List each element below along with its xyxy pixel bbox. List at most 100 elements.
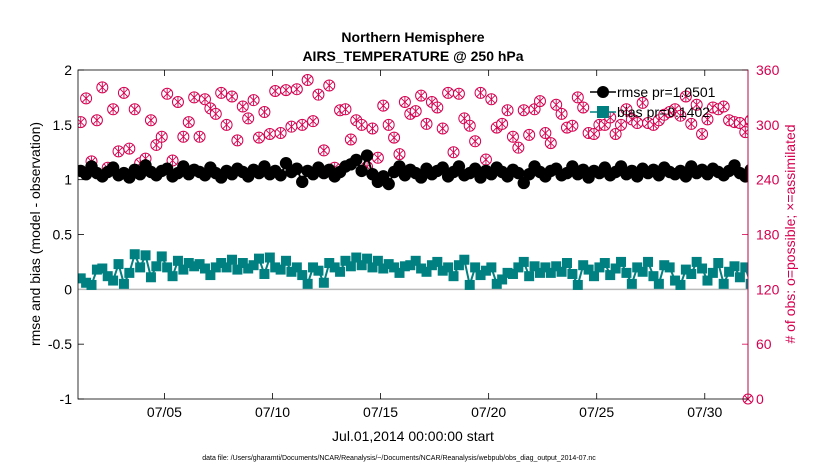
- bias-point: [86, 279, 97, 290]
- obs-point: [528, 103, 541, 116]
- obs-assimilated-marker: [801, 121, 809, 131]
- bias-point: [124, 267, 135, 278]
- obs-point: [78, 116, 87, 129]
- obs-point: [312, 88, 325, 101]
- obs-point: [296, 118, 309, 131]
- bias-point: [518, 256, 529, 267]
- bias-point: [118, 278, 129, 289]
- obs-assimilated-marker: [292, 84, 301, 95]
- obs-point: [501, 104, 514, 117]
- y-right-tick-label: 120: [756, 281, 780, 297]
- bias-point: [491, 278, 502, 289]
- bias-point: [648, 271, 659, 282]
- y-right-tick-label: 0: [756, 391, 764, 407]
- obs-assimilated-marker: [287, 121, 296, 132]
- obs-point: [821, 110, 830, 121]
- rmse-point: [815, 165, 827, 177]
- obs-point: [826, 116, 830, 127]
- bias-point: [362, 253, 373, 264]
- bias-point: [178, 264, 189, 275]
- obs-assimilated-marker: [541, 128, 550, 139]
- obs-point: [506, 130, 519, 143]
- obs-point: [198, 93, 211, 106]
- obs-assimilated-marker: [190, 92, 199, 103]
- obs-assimilated-marker: [114, 146, 123, 157]
- obs-point: [344, 133, 357, 146]
- obs-point: [263, 127, 276, 140]
- bias-point: [356, 260, 367, 271]
- obs-point: [744, 114, 748, 126]
- x-tick-label: 07/20: [471, 404, 506, 420]
- bias-point: [621, 267, 632, 278]
- bias-point: [637, 266, 648, 277]
- obs-assimilated-marker: [303, 75, 312, 86]
- bias-point: [426, 260, 437, 271]
- obs-assimilated-marker: [676, 110, 685, 121]
- bias-point: [545, 267, 556, 278]
- bias-point: [805, 266, 815, 276]
- obs-assimilated-marker: [179, 131, 188, 142]
- obs-assimilated-marker: [184, 117, 193, 128]
- obs-assimilated-marker: [697, 128, 707, 139]
- obs-assimilated-marker: [519, 105, 528, 116]
- bias-point: [210, 262, 221, 273]
- bias-point: [389, 262, 400, 273]
- bias-point: [729, 261, 740, 272]
- x-axis-ticks: 07/05 07/10 07/15 07/20 07/25 07/30: [147, 70, 722, 420]
- obs-possible-marker: [821, 110, 830, 121]
- legend-rmse-label: rmse pr=1.0501: [617, 84, 716, 100]
- obs-assimilated-marker: [98, 82, 107, 93]
- bias-point: [194, 259, 205, 270]
- obs-assimilated-marker: [535, 96, 545, 107]
- obs-assimilated-marker: [476, 87, 485, 98]
- bias-point: [302, 278, 313, 289]
- rmse-point: [804, 145, 816, 157]
- bias-point: [329, 262, 340, 273]
- bias-point: [513, 262, 524, 273]
- bias-point: [626, 278, 637, 289]
- bias-point: [497, 274, 508, 285]
- bias-point: [691, 256, 702, 267]
- bias-point: [610, 263, 621, 274]
- rmse-point: [382, 177, 395, 191]
- bias-point: [432, 256, 443, 267]
- y-right-tick-label: 60: [756, 336, 772, 352]
- obs-point: [317, 144, 330, 157]
- bias-point: [524, 271, 535, 282]
- bias-point: [259, 268, 270, 279]
- obs-assimilated-marker: [227, 91, 237, 102]
- obs-assimilated-marker: [276, 128, 285, 139]
- obs-assimilated-marker: [454, 88, 464, 99]
- obs-point: [588, 127, 601, 140]
- obs-assimilated-marker: [325, 80, 334, 91]
- bias-point: [702, 275, 713, 286]
- bias-point: [243, 263, 254, 274]
- obs-point: [533, 95, 546, 108]
- obs-point: [674, 109, 687, 122]
- bias-point: [199, 263, 210, 274]
- obs-assimilated-marker: [233, 135, 242, 146]
- obs-assimilated-marker: [692, 99, 701, 110]
- bias-point: [551, 261, 562, 272]
- obs-assimilated-marker: [416, 90, 426, 101]
- obs-assimilated-marker: [222, 119, 231, 130]
- obs-point: [577, 101, 590, 114]
- obs-assimilated-marker: [384, 119, 393, 130]
- obs-possible-marker: [826, 116, 830, 127]
- obs-point: [236, 100, 249, 113]
- legend-entry-bias: bias pr=0.1402: [590, 104, 710, 120]
- obs-assimilated-marker: [200, 94, 210, 105]
- bias-point: [145, 272, 156, 283]
- bias-point: [372, 255, 383, 266]
- obs-assimilated-marker: [168, 155, 177, 166]
- rmse-point: [744, 164, 748, 176]
- bias-point: [383, 259, 394, 270]
- obs-assimilated-marker: [125, 143, 134, 154]
- obs-point: [323, 79, 336, 92]
- obs-point: [290, 83, 303, 96]
- obs-point: [90, 114, 103, 127]
- obs-assimilated-marker: [119, 87, 129, 98]
- obs-assimilated-marker: [703, 114, 712, 125]
- legend-bias-marker: [597, 106, 609, 118]
